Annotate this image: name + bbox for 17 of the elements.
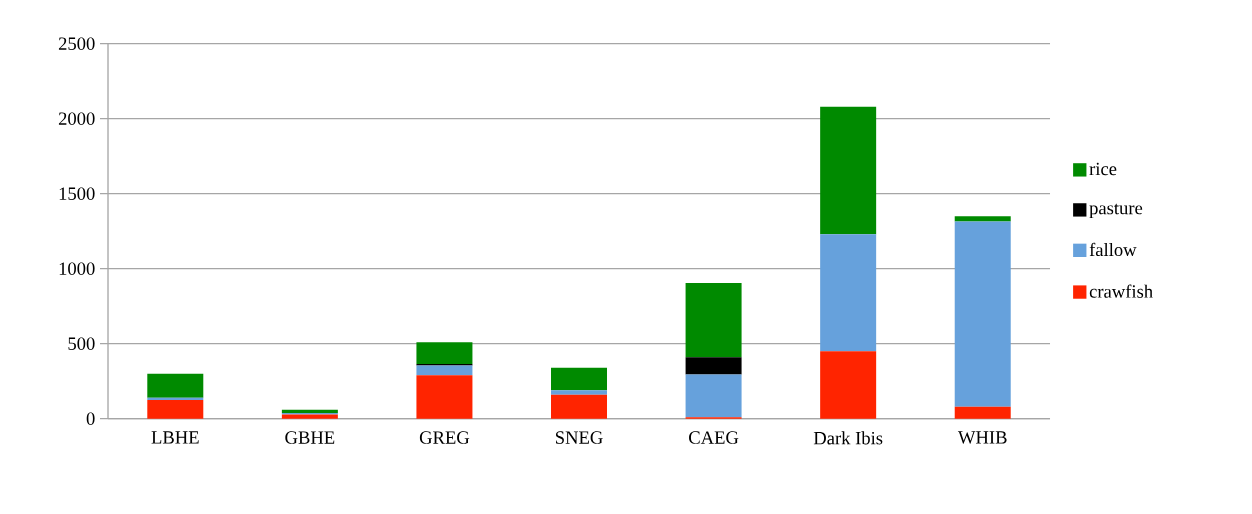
x-tick-label: LBHE xyxy=(151,431,199,444)
x-tick-label: Dark Ibis xyxy=(813,431,883,445)
y-tick-label: 500 xyxy=(68,337,95,350)
y-tick-label: 1500 xyxy=(59,187,95,200)
x-tick-label: WHIB xyxy=(957,431,1007,444)
x-tick-label: SNEG xyxy=(555,431,603,444)
x-tick-label: GREG xyxy=(419,431,470,444)
legend-label: crawfish xyxy=(1089,284,1153,298)
y-tick-label: 2500 xyxy=(58,37,95,50)
legend-label: pasture xyxy=(1089,203,1143,219)
x-tick-label: GBHE xyxy=(285,431,335,444)
legend-label: rice xyxy=(1089,162,1117,176)
x-tick-label: CAEG xyxy=(689,431,739,444)
y-tick-label: 0 xyxy=(86,412,95,425)
y-tick-label: 1000 xyxy=(59,262,95,275)
y-tick-label: 2000 xyxy=(58,112,95,125)
legend-label: fallow xyxy=(1089,242,1137,257)
